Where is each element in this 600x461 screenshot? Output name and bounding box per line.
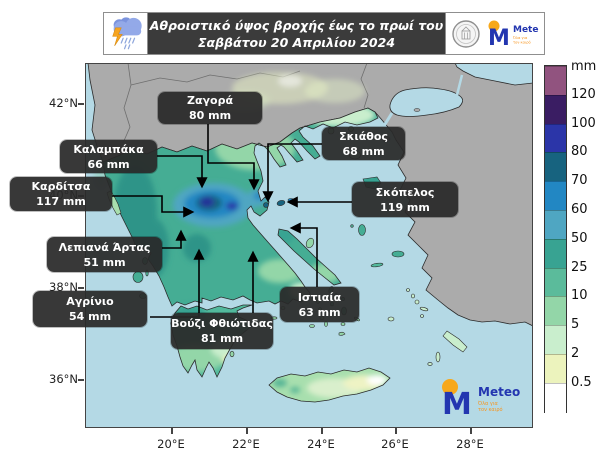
- station-name: Καρδίτσα: [31, 180, 91, 193]
- dardanelles-strait: [380, 112, 394, 130]
- lon-label-28e: 28°E: [456, 437, 484, 451]
- station-name: Βούζι Φθιώτιδας: [171, 317, 273, 330]
- svg-text:Meteo: Meteo: [513, 25, 539, 35]
- svg-text:τον καιρό: τον καιρό: [513, 40, 531, 44]
- lon-label-22e: 22°E: [232, 437, 260, 451]
- station-callout-istiaia: Ιστιαία 63 mm: [280, 287, 359, 322]
- lat-label-42n: 42°N: [49, 96, 78, 110]
- station-value: 51 mm: [83, 255, 126, 269]
- map-title-line2: Σαββάτου 20 Απριλίου 2024: [197, 34, 396, 50]
- legend-swatch: [545, 66, 566, 96]
- legend-swatch: [545, 123, 566, 154]
- station-callout-kalampaka: Καλαμπάκα 66 mm: [60, 140, 157, 173]
- legend-label-70: 70: [571, 173, 588, 188]
- station-callout-vouzi-fthiotidas: Βούζι Φθιώτιδας 81 mm: [171, 313, 273, 349]
- legend-unit-label: mm: [571, 59, 597, 74]
- lon-label-24e: 24°E: [307, 437, 335, 451]
- legend-label-10: 10: [571, 288, 588, 303]
- map-title: Αθροιστικό ύψος βροχής έως το πρωί του Σ…: [147, 12, 446, 55]
- black-sea: [454, 63, 533, 86]
- legend-swatch: [545, 267, 566, 298]
- legend-label-25: 25: [571, 260, 588, 275]
- crete-rain-overlay: [273, 375, 387, 398]
- svg-text:M: M: [442, 387, 472, 420]
- station-callout-skiathos: Σκιάθος 68 mm: [322, 127, 405, 160]
- svg-text:Meteo: Meteo: [478, 385, 520, 399]
- legend-swatch: [545, 354, 566, 384]
- svg-text:Όλα για: Όλα για: [512, 36, 528, 40]
- svg-text:Όλα για: Όλα για: [477, 400, 499, 407]
- greece-rainfall-map: [85, 63, 533, 428]
- lat-label-36n: 36°N: [49, 372, 78, 386]
- legend-swatch: [545, 181, 566, 211]
- station-value: 68 mm: [342, 144, 385, 158]
- lon-tick: [246, 428, 248, 434]
- lat-label-38n: 38°N: [49, 280, 78, 294]
- meteo-watermark-logo: M Όλα για τον καιρό Meteo: [438, 376, 528, 424]
- national-observatory-emblem: [452, 19, 481, 48]
- station-value: 63 mm: [298, 305, 341, 319]
- lon-tick: [395, 428, 397, 434]
- legend-label-2: 2: [571, 346, 580, 361]
- legend-colorbar: [544, 65, 567, 413]
- sea-of-marmara: [389, 87, 463, 117]
- station-value: 81 mm: [200, 332, 244, 345]
- header-icon-cell: [103, 12, 148, 55]
- station-callout-zagora: Ζαγορά 80 mm: [158, 92, 262, 124]
- station-value: 54 mm: [68, 310, 112, 323]
- station-callout-karditsa: Καρδίτσα 117 mm: [10, 177, 112, 211]
- station-callout-agrinio: Αγρίνιο 54 mm: [33, 291, 147, 327]
- storm-cloud-icon: [111, 17, 142, 50]
- legend-swatch: [545, 210, 566, 240]
- legend-label-05: 0.5: [571, 375, 592, 390]
- legend-label-5: 5: [571, 317, 580, 332]
- station-name: Σκόπελος: [375, 185, 435, 199]
- legend-swatch: [545, 382, 566, 413]
- map-title-line1: Αθροιστικό ύψος βροχής έως το πρωί του: [149, 17, 444, 33]
- header-logos-cell: M Meteo Όλα για τον καιρό: [445, 12, 545, 55]
- lon-tick: [321, 428, 323, 434]
- station-name: Ζαγορά: [186, 94, 233, 107]
- station-callout-skopelos: Σκόπελος 119 mm: [352, 182, 458, 217]
- bosphorus-strait: [455, 74, 464, 96]
- station-name: Λεπιανά Άρτας: [58, 240, 151, 254]
- meteo-logo: M Meteo Όλα για τον καιρό: [488, 20, 539, 50]
- lon-label-20e: 20°E: [157, 437, 185, 451]
- station-callout-lepiana-artas: Λεπιανά Άρτας 51 mm: [47, 237, 162, 272]
- legend-label-50: 50: [571, 231, 588, 246]
- legend-label-120: 120: [571, 87, 596, 102]
- legend-swatch: [545, 152, 566, 183]
- lat-tick: [78, 103, 84, 105]
- legend-label-100: 100: [571, 116, 596, 131]
- station-value: 80 mm: [188, 109, 232, 122]
- legend-label-80: 80: [571, 144, 588, 159]
- legend-swatch: [545, 296, 566, 327]
- legend-swatch: [545, 94, 566, 125]
- lat-tick: [78, 287, 84, 289]
- svg-text:τον καιρό: τον καιρό: [478, 406, 503, 413]
- station-value: 119 mm: [380, 200, 430, 214]
- station-name: Ιστιαία: [297, 290, 342, 304]
- legend-swatch: [545, 238, 566, 269]
- station-name: Καλαμπάκα: [73, 142, 144, 156]
- station-name: Σκιάθος: [339, 129, 388, 143]
- station-value: 117 mm: [36, 195, 86, 208]
- station-name: Αγρίνιο: [66, 295, 114, 308]
- lon-tick: [470, 428, 472, 434]
- svg-text:M: M: [488, 26, 510, 50]
- legend-swatch: [545, 325, 566, 355]
- station-value: 66 mm: [87, 157, 130, 171]
- legend-label-60: 60: [571, 202, 588, 217]
- lon-label-26e: 26°E: [381, 437, 409, 451]
- lon-tick: [171, 428, 173, 434]
- lat-tick: [78, 379, 84, 381]
